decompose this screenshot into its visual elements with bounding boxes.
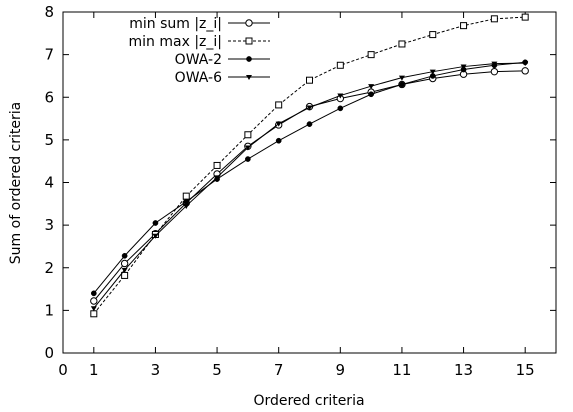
legend-item: OWA-6 bbox=[175, 70, 270, 86]
data-point bbox=[245, 156, 251, 162]
data-point bbox=[491, 61, 498, 67]
y-axis: 0 1 2 3 4 5 6 7 8 bbox=[44, 3, 556, 362]
y-tick-label: 7 bbox=[44, 46, 54, 64]
data-point bbox=[275, 137, 282, 144]
legend-marker bbox=[246, 56, 252, 62]
data-point bbox=[368, 91, 374, 98]
x-tick-label: 13 bbox=[454, 361, 473, 379]
x-tick-label: 15 bbox=[516, 361, 535, 379]
data-point bbox=[90, 310, 98, 318]
legend: min sum |z_i|min max |z_i| OWA-2 OWA-6 bbox=[129, 16, 270, 86]
data-point bbox=[522, 61, 529, 67]
data-point bbox=[183, 198, 190, 205]
data-point bbox=[306, 76, 313, 84]
y-tick-label: 8 bbox=[44, 3, 54, 21]
data-point bbox=[367, 51, 375, 59]
series-2 bbox=[90, 13, 529, 318]
x-tick-label: 7 bbox=[274, 361, 284, 379]
data-point bbox=[337, 105, 344, 112]
data-point bbox=[337, 93, 344, 99]
data-point bbox=[398, 40, 406, 48]
x-tick-label: 0 bbox=[58, 361, 68, 379]
x-tick-label: 5 bbox=[212, 361, 222, 379]
legend-marker bbox=[246, 75, 252, 80]
data-point bbox=[152, 220, 159, 226]
data-point bbox=[460, 22, 468, 30]
data-point bbox=[121, 252, 128, 259]
legend-item: min sum |z_i| bbox=[129, 16, 270, 32]
series-3 bbox=[90, 59, 529, 297]
x-tick-label: 11 bbox=[392, 361, 411, 379]
data-point bbox=[183, 203, 190, 209]
data-point bbox=[214, 175, 221, 181]
data-point bbox=[306, 121, 313, 127]
legend-label: OWA-2 bbox=[175, 52, 222, 68]
data-point bbox=[399, 81, 405, 88]
data-point bbox=[521, 67, 529, 75]
data-point bbox=[90, 290, 97, 297]
plot-frame bbox=[62, 11, 557, 354]
y-tick-label: 0 bbox=[44, 344, 54, 362]
y-tick-label: 3 bbox=[44, 216, 54, 234]
legend-label: min sum |z_i| bbox=[129, 16, 222, 32]
data-point bbox=[120, 259, 129, 268]
x-axis-title: Ordered criteria bbox=[253, 393, 364, 409]
data-point bbox=[275, 121, 282, 127]
legend-marker bbox=[245, 19, 253, 27]
legend-item: min max |z_i| bbox=[129, 34, 270, 50]
y-tick-label: 1 bbox=[44, 301, 54, 319]
legend-marker bbox=[245, 37, 253, 45]
legend-item: OWA-2 bbox=[175, 52, 270, 68]
y-tick-label: 5 bbox=[44, 131, 54, 149]
series-line bbox=[93, 16, 526, 315]
x-tick-label: 3 bbox=[151, 361, 161, 379]
series-line bbox=[93, 62, 526, 309]
data-point bbox=[244, 145, 251, 151]
y-tick-label: 2 bbox=[44, 259, 54, 277]
series-line bbox=[93, 61, 526, 294]
data-point bbox=[152, 233, 159, 239]
y-tick-label: 4 bbox=[44, 174, 54, 192]
data-point bbox=[244, 131, 252, 139]
data-point bbox=[368, 84, 375, 90]
series-1 bbox=[90, 67, 529, 305]
plot-area-border bbox=[62, 11, 557, 354]
data-point bbox=[398, 75, 405, 81]
series-4 bbox=[90, 61, 529, 312]
data-point bbox=[521, 13, 529, 21]
data-point bbox=[336, 61, 344, 69]
data-point bbox=[121, 271, 129, 279]
data-point bbox=[490, 67, 499, 76]
data-point bbox=[490, 15, 498, 23]
y-tick-label: 6 bbox=[44, 88, 54, 106]
y-axis-title: Sum of ordered criteria bbox=[8, 102, 24, 264]
data-point bbox=[182, 192, 190, 200]
data-point bbox=[213, 161, 221, 169]
data-point bbox=[90, 297, 98, 305]
legend-label: OWA-6 bbox=[175, 70, 222, 86]
data-point bbox=[90, 306, 97, 312]
data-point bbox=[121, 267, 128, 273]
data-point bbox=[429, 69, 436, 75]
data-point bbox=[460, 64, 467, 70]
data-point bbox=[275, 101, 283, 109]
series-layer bbox=[90, 13, 529, 318]
legend-label: min max |z_i| bbox=[129, 34, 222, 50]
data-point bbox=[429, 31, 437, 39]
data-point bbox=[306, 105, 313, 111]
x-tick-label: 9 bbox=[336, 361, 346, 379]
x-tick-label: 1 bbox=[89, 361, 99, 379]
